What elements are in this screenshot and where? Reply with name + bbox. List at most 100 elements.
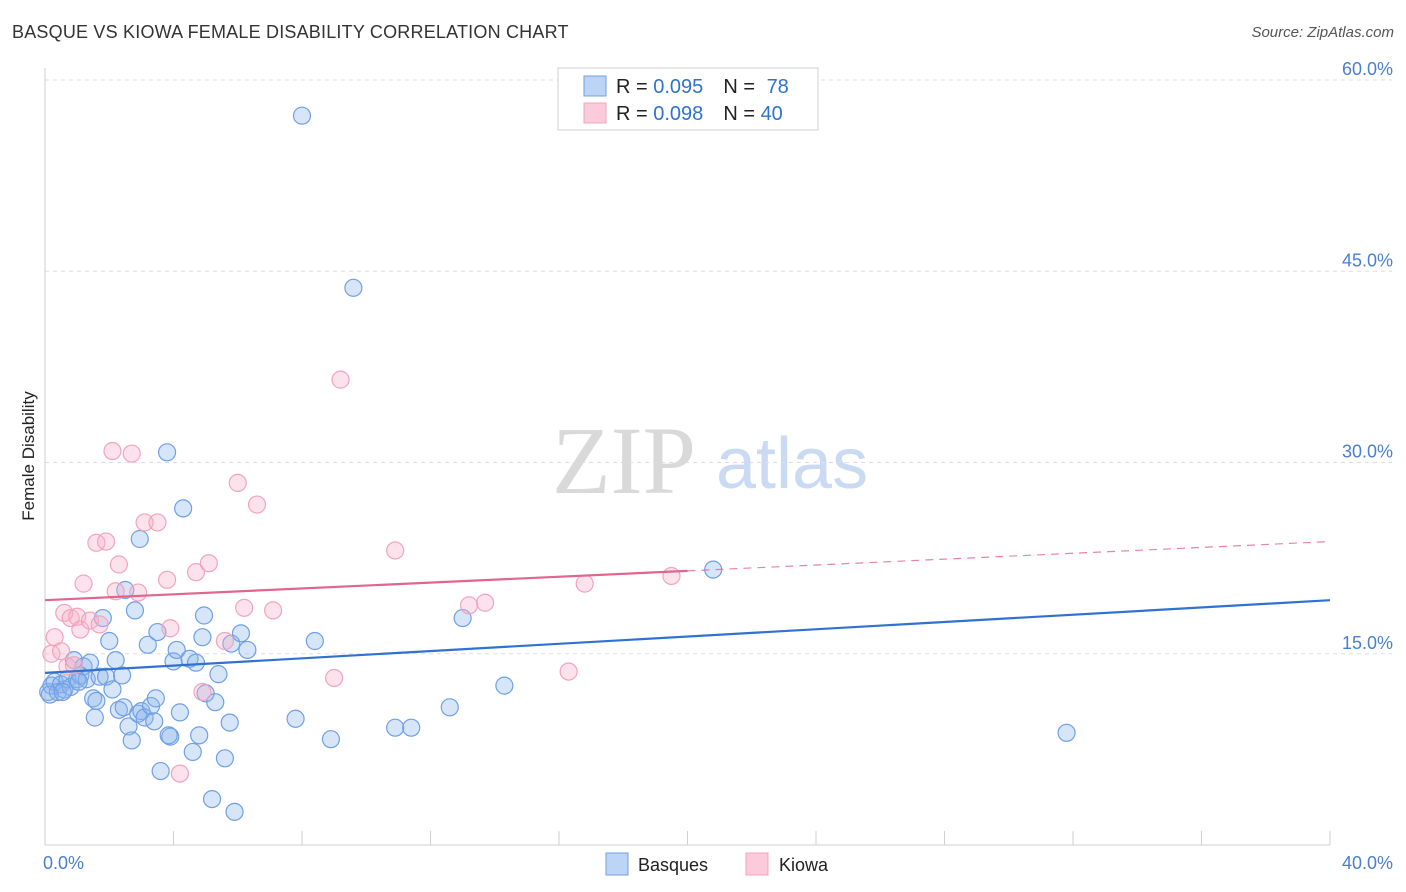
basques-point [1057,723,1076,742]
legend-n-value: 40 [761,103,783,125]
basques-point [174,499,193,518]
legend-n-label: N = [723,103,760,125]
legend-swatch-basques [583,75,607,97]
kiowa-point [247,495,267,514]
kiowa-point [103,441,122,461]
basques-point [85,708,104,727]
kiowa-point [575,574,594,593]
basques-point [109,700,128,719]
bottom-legend-swatch-basques [605,852,629,876]
basques-point [114,698,133,717]
kiowa-point [476,593,495,612]
basques-point [119,717,138,736]
basques-point [151,761,170,781]
basques-point [238,640,257,660]
kiowa-point [459,596,479,615]
basques-trend-line [44,599,1331,674]
kiowa-point [157,570,177,589]
basques-point [321,730,341,749]
basques-point [495,676,514,695]
kiowa-point [386,541,405,560]
watermark-zip: ZIP [552,407,696,514]
x-ticks [44,831,1331,845]
source-label: Source: ZipAtlas.com [1251,24,1394,41]
x-tick-label: 0.0% [43,853,84,873]
basques-point [231,624,251,643]
bottom-legend-swatch-kiowa [745,852,769,876]
kiowa-trend-extension [687,540,1331,572]
basques-point [183,742,202,762]
basques-point [138,635,157,654]
legend-r-label: R = [616,103,653,125]
kiowa-point [325,668,344,688]
basques-point [170,703,190,722]
kiowa-point [135,513,154,532]
basques-point [159,726,178,745]
basques-point [209,665,228,684]
basques-point [193,628,212,647]
bottom-legend-kiowa: Kiowa [779,855,829,875]
basques-point [87,691,106,711]
kiowa-point [559,662,578,681]
basques-point [225,802,244,821]
basques-point [167,640,186,660]
basques-point [440,698,459,717]
basques-point [206,693,225,712]
x-tick-label: 40.0% [1342,853,1393,873]
basques-point [305,631,324,651]
series-kiowa-points [42,370,681,783]
basques-point [122,731,141,750]
basques-point [292,106,312,125]
basques-point [84,689,103,708]
legend-n-label: N = [723,76,760,98]
x-tick-labels: 0.0% 40.0% [43,853,1393,873]
kiowa-point [74,574,93,593]
y-tick-label: 15.0% [1342,633,1393,653]
y-tick-label: 30.0% [1342,442,1393,462]
basques-point [186,653,206,672]
kiowa-point [80,611,100,630]
legend-n-value: 78 [767,76,789,98]
y-tick-label: 45.0% [1342,250,1393,270]
series-legend: Basques Kiowa [605,852,829,876]
kiowa-point [90,615,109,634]
kiowa-point [199,554,218,573]
basques-point [53,682,72,702]
kiowa-point [331,370,350,389]
basques-point [202,789,222,809]
kiowa-point [215,631,234,651]
y-axis-label: Female Disability [19,391,38,521]
kiowa-point [106,582,125,601]
kiowa-point [96,532,116,551]
basques-point [190,726,209,745]
legend-row-basques: R = 0.095 N = 78 [616,76,789,98]
basques-point [157,443,177,462]
kiowa-point [235,598,254,617]
trend-lines [44,540,1331,674]
kiowa-point [109,555,128,574]
basques-point [90,667,109,686]
grid-lines [45,79,1392,655]
kiowa-point [662,566,681,586]
y-tick-label: 60.0% [1342,59,1393,79]
kiowa-point [263,601,283,620]
basques-point [402,718,421,737]
kiowa-point [193,682,212,702]
basques-point [145,712,164,731]
kiowa-point [51,642,71,661]
basques-point [112,666,132,685]
kiowa-point [122,444,141,463]
kiowa-point [228,473,247,492]
legend-row-kiowa: R = 0.098 N = 40 [616,103,783,125]
basques-point [103,680,122,699]
basques-point [100,631,119,651]
kiowa-trend-line [44,569,688,602]
basques-point [220,713,239,732]
watermark-atlas: atlas [716,424,868,504]
legend-r-label: R = [616,76,653,98]
legend-swatch-kiowa [583,102,607,124]
kiowa-point [148,513,167,532]
legend-r-value: 0.098 [653,103,703,125]
basques-point [106,651,125,670]
